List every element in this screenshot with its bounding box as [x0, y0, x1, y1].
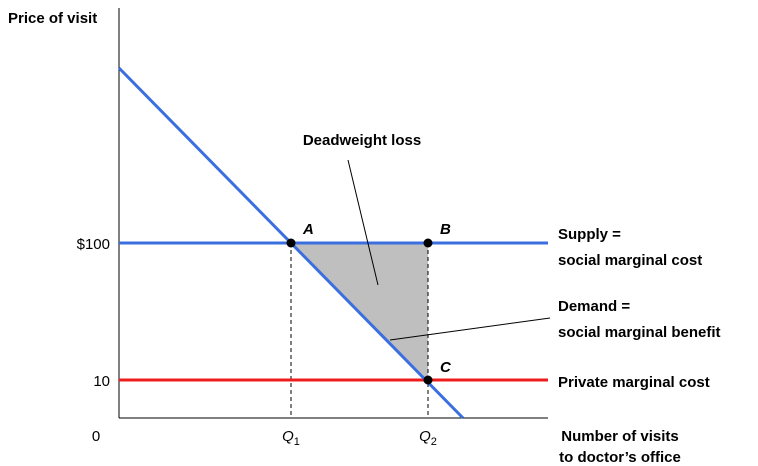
x-axis-label: Number of visits — [561, 428, 679, 445]
y-axis-label: Price of visit — [8, 10, 97, 27]
curve-label: social marginal benefit — [558, 324, 721, 341]
point-dot — [423, 238, 433, 248]
pointer — [347, 159, 379, 286]
annotation: Deadweight loss — [303, 132, 421, 149]
point-label: B — [440, 221, 451, 238]
point-dot — [423, 375, 433, 385]
q-subscript: 1 — [294, 436, 300, 448]
y-tick-label: 10 — [93, 373, 110, 390]
x-axis-label: to doctor’s office — [559, 449, 681, 466]
point-dot — [286, 238, 296, 248]
curve-label: Supply = — [558, 226, 621, 243]
pointer — [389, 317, 551, 341]
y-tick-label: $100 — [77, 236, 110, 253]
curve-label: Demand = — [558, 298, 630, 315]
q-letter: Q — [282, 428, 294, 445]
origin-label: 0 — [92, 428, 100, 445]
q-subscript: 2 — [431, 436, 437, 448]
x-tick-label: Q2 — [419, 428, 437, 448]
q-letter: Q — [419, 428, 431, 445]
curve-label: social marginal cost — [558, 252, 702, 269]
point-label: A — [302, 221, 314, 238]
curve-label: Private marginal cost — [558, 374, 710, 391]
x-tick-label: Q1 — [282, 428, 300, 448]
point-label: C — [440, 359, 452, 376]
